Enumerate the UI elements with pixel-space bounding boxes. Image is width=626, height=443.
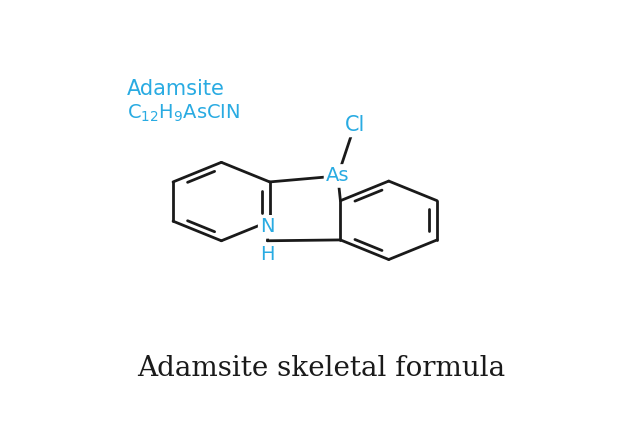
Text: H: H (260, 245, 275, 264)
Text: Cl: Cl (344, 115, 365, 135)
Text: Adamsite skeletal formula: Adamsite skeletal formula (136, 355, 505, 382)
Text: Adamsite: Adamsite (126, 79, 225, 99)
Text: As: As (326, 167, 349, 186)
Text: $\mathregular{C_{12}H_9AsCIN}$: $\mathregular{C_{12}H_9AsCIN}$ (126, 102, 240, 124)
Text: N: N (260, 218, 275, 236)
